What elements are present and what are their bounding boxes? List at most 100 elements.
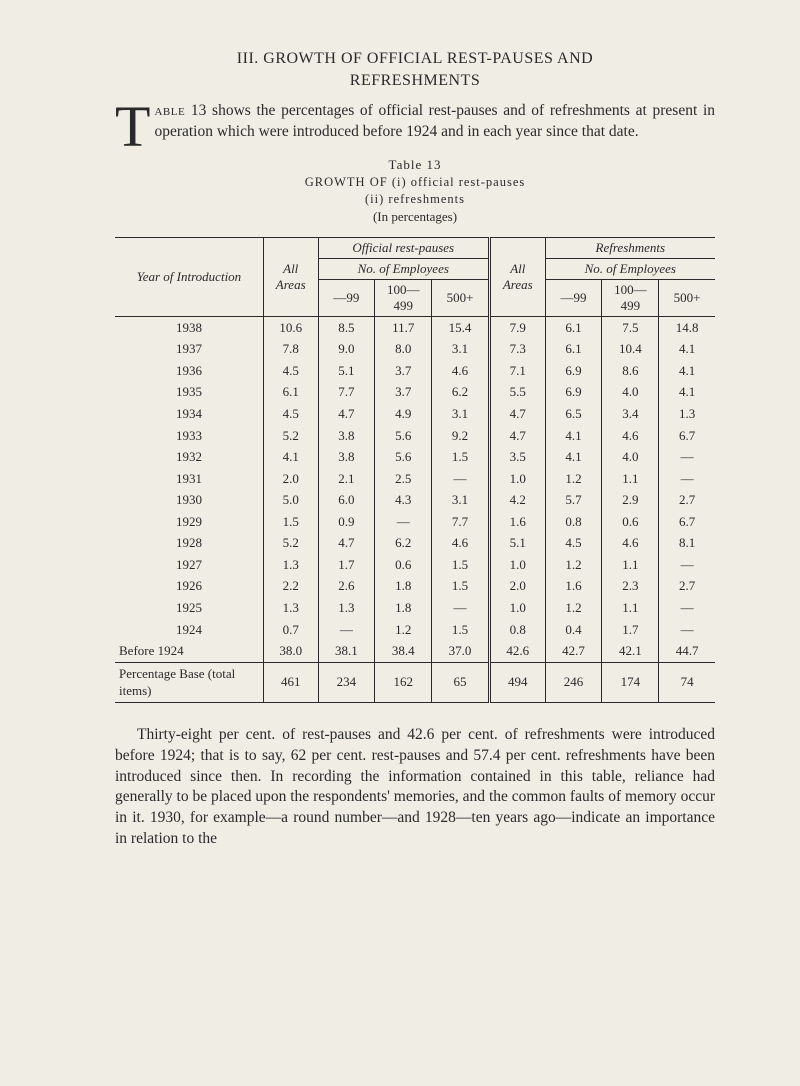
cell: 6.9 bbox=[545, 381, 602, 403]
cell: 1.8 bbox=[375, 575, 432, 597]
cell: 5.0 bbox=[263, 489, 318, 511]
table-growth-of: GROWTH OF (i) official rest-pauses bbox=[115, 175, 715, 190]
cell: 14.8 bbox=[659, 316, 715, 338]
cell: 3.8 bbox=[318, 446, 375, 468]
cell: 6.5 bbox=[545, 403, 602, 425]
cell: 4.0 bbox=[602, 446, 659, 468]
footer-p2: 162 bbox=[375, 662, 432, 702]
dropcap: T bbox=[115, 102, 150, 151]
footer-a2: 494 bbox=[489, 662, 545, 702]
cell: — bbox=[659, 597, 715, 619]
cell: 1.5 bbox=[432, 575, 490, 597]
cell: 0.7 bbox=[263, 619, 318, 641]
cell: 3.4 bbox=[602, 403, 659, 425]
cell: 8.1 bbox=[659, 532, 715, 554]
cell: 4.3 bbox=[375, 489, 432, 511]
cell: 9.2 bbox=[432, 425, 490, 447]
cell: 4.1 bbox=[659, 360, 715, 382]
cell: 1.5 bbox=[432, 619, 490, 641]
data-table: Year of Introduction All Areas Official … bbox=[115, 237, 715, 703]
th-c1a: —99 bbox=[318, 279, 375, 316]
cell: 2.0 bbox=[489, 575, 545, 597]
cell: 3.1 bbox=[432, 338, 490, 360]
th-year: Year of Introduction bbox=[115, 237, 263, 316]
cell: 4.1 bbox=[263, 446, 318, 468]
table-row: 19291.50.9—7.71.60.80.66.7 bbox=[115, 511, 715, 533]
cell: 1.3 bbox=[263, 554, 318, 576]
cell: 2.1 bbox=[318, 468, 375, 490]
th-c2a: 100—499 bbox=[375, 279, 432, 316]
cell: — bbox=[432, 468, 490, 490]
cell: 4.5 bbox=[263, 360, 318, 382]
intro-paragraph: Table 13 shows the percentages of offici… bbox=[115, 100, 715, 143]
cell: 1.0 bbox=[489, 597, 545, 619]
th-c3a: 500+ bbox=[432, 279, 490, 316]
growth-of-label: GROWTH OF bbox=[305, 175, 388, 189]
cell: 8.0 bbox=[375, 338, 432, 360]
cell-year: 1934 bbox=[115, 403, 263, 425]
cell: 3.8 bbox=[318, 425, 375, 447]
cell: 6.9 bbox=[545, 360, 602, 382]
cell: 1.1 bbox=[602, 468, 659, 490]
cell: 5.6 bbox=[375, 425, 432, 447]
cell-year: 1938 bbox=[115, 316, 263, 338]
cell: 1.3 bbox=[318, 597, 375, 619]
cell: 1.1 bbox=[602, 597, 659, 619]
cell: 5.7 bbox=[545, 489, 602, 511]
cell: 5.5 bbox=[489, 381, 545, 403]
table-row: 19364.55.13.74.67.16.98.64.1 bbox=[115, 360, 715, 382]
footer-r3: 74 bbox=[659, 662, 715, 702]
cell: 37.0 bbox=[432, 640, 490, 662]
cell: 2.3 bbox=[602, 575, 659, 597]
cell: 15.4 bbox=[432, 316, 490, 338]
section-subtitle: REFRESHMENTS bbox=[115, 72, 715, 90]
cell: 4.7 bbox=[318, 532, 375, 554]
cell: 2.6 bbox=[318, 575, 375, 597]
cell-year: 1937 bbox=[115, 338, 263, 360]
cell: 1.6 bbox=[489, 511, 545, 533]
th-c2b: 100—499 bbox=[602, 279, 659, 316]
th-areas2: All Areas bbox=[489, 237, 545, 316]
cell: 4.1 bbox=[545, 425, 602, 447]
th-noemp2: No. of Employees bbox=[545, 258, 715, 279]
footer-r2: 174 bbox=[602, 662, 659, 702]
cell-year: 1933 bbox=[115, 425, 263, 447]
table-row: 19324.13.85.61.53.54.14.0— bbox=[115, 446, 715, 468]
cell: 5.6 bbox=[375, 446, 432, 468]
cell: 6.1 bbox=[545, 316, 602, 338]
cell-year: 1928 bbox=[115, 532, 263, 554]
cell: 38.1 bbox=[318, 640, 375, 662]
th-official: Official rest-pauses bbox=[318, 237, 489, 258]
cell: — bbox=[659, 446, 715, 468]
table-row: 193810.68.511.715.47.96.17.514.8 bbox=[115, 316, 715, 338]
cell: 38.0 bbox=[263, 640, 318, 662]
cell: 4.1 bbox=[659, 381, 715, 403]
cell: — bbox=[659, 554, 715, 576]
cell: 42.1 bbox=[602, 640, 659, 662]
cell: 11.7 bbox=[375, 316, 432, 338]
cell-year: 1931 bbox=[115, 468, 263, 490]
cell: 2.7 bbox=[659, 489, 715, 511]
cell: 1.5 bbox=[432, 446, 490, 468]
cell-year: Before 1924 bbox=[115, 640, 263, 662]
cell: — bbox=[318, 619, 375, 641]
cell: 7.7 bbox=[432, 511, 490, 533]
table-row: 19377.89.08.03.17.36.110.44.1 bbox=[115, 338, 715, 360]
th-c3b: 500+ bbox=[659, 279, 715, 316]
table-row: 19335.23.85.69.24.74.14.66.7 bbox=[115, 425, 715, 447]
cell: 5.1 bbox=[489, 532, 545, 554]
cell: — bbox=[659, 619, 715, 641]
cell: 6.7 bbox=[659, 425, 715, 447]
table-row: 19356.17.73.76.25.56.94.04.1 bbox=[115, 381, 715, 403]
cell: 3.1 bbox=[432, 489, 490, 511]
cell: 1.8 bbox=[375, 597, 432, 619]
cell: 2.0 bbox=[263, 468, 318, 490]
footer-r1: 246 bbox=[545, 662, 602, 702]
cell: 1.6 bbox=[545, 575, 602, 597]
cell: 4.7 bbox=[489, 425, 545, 447]
cell-year: 1929 bbox=[115, 511, 263, 533]
table-label: Table 13 bbox=[115, 157, 715, 173]
cell: 7.3 bbox=[489, 338, 545, 360]
cell-year: 1926 bbox=[115, 575, 263, 597]
th-refresh: Refreshments bbox=[545, 237, 715, 258]
